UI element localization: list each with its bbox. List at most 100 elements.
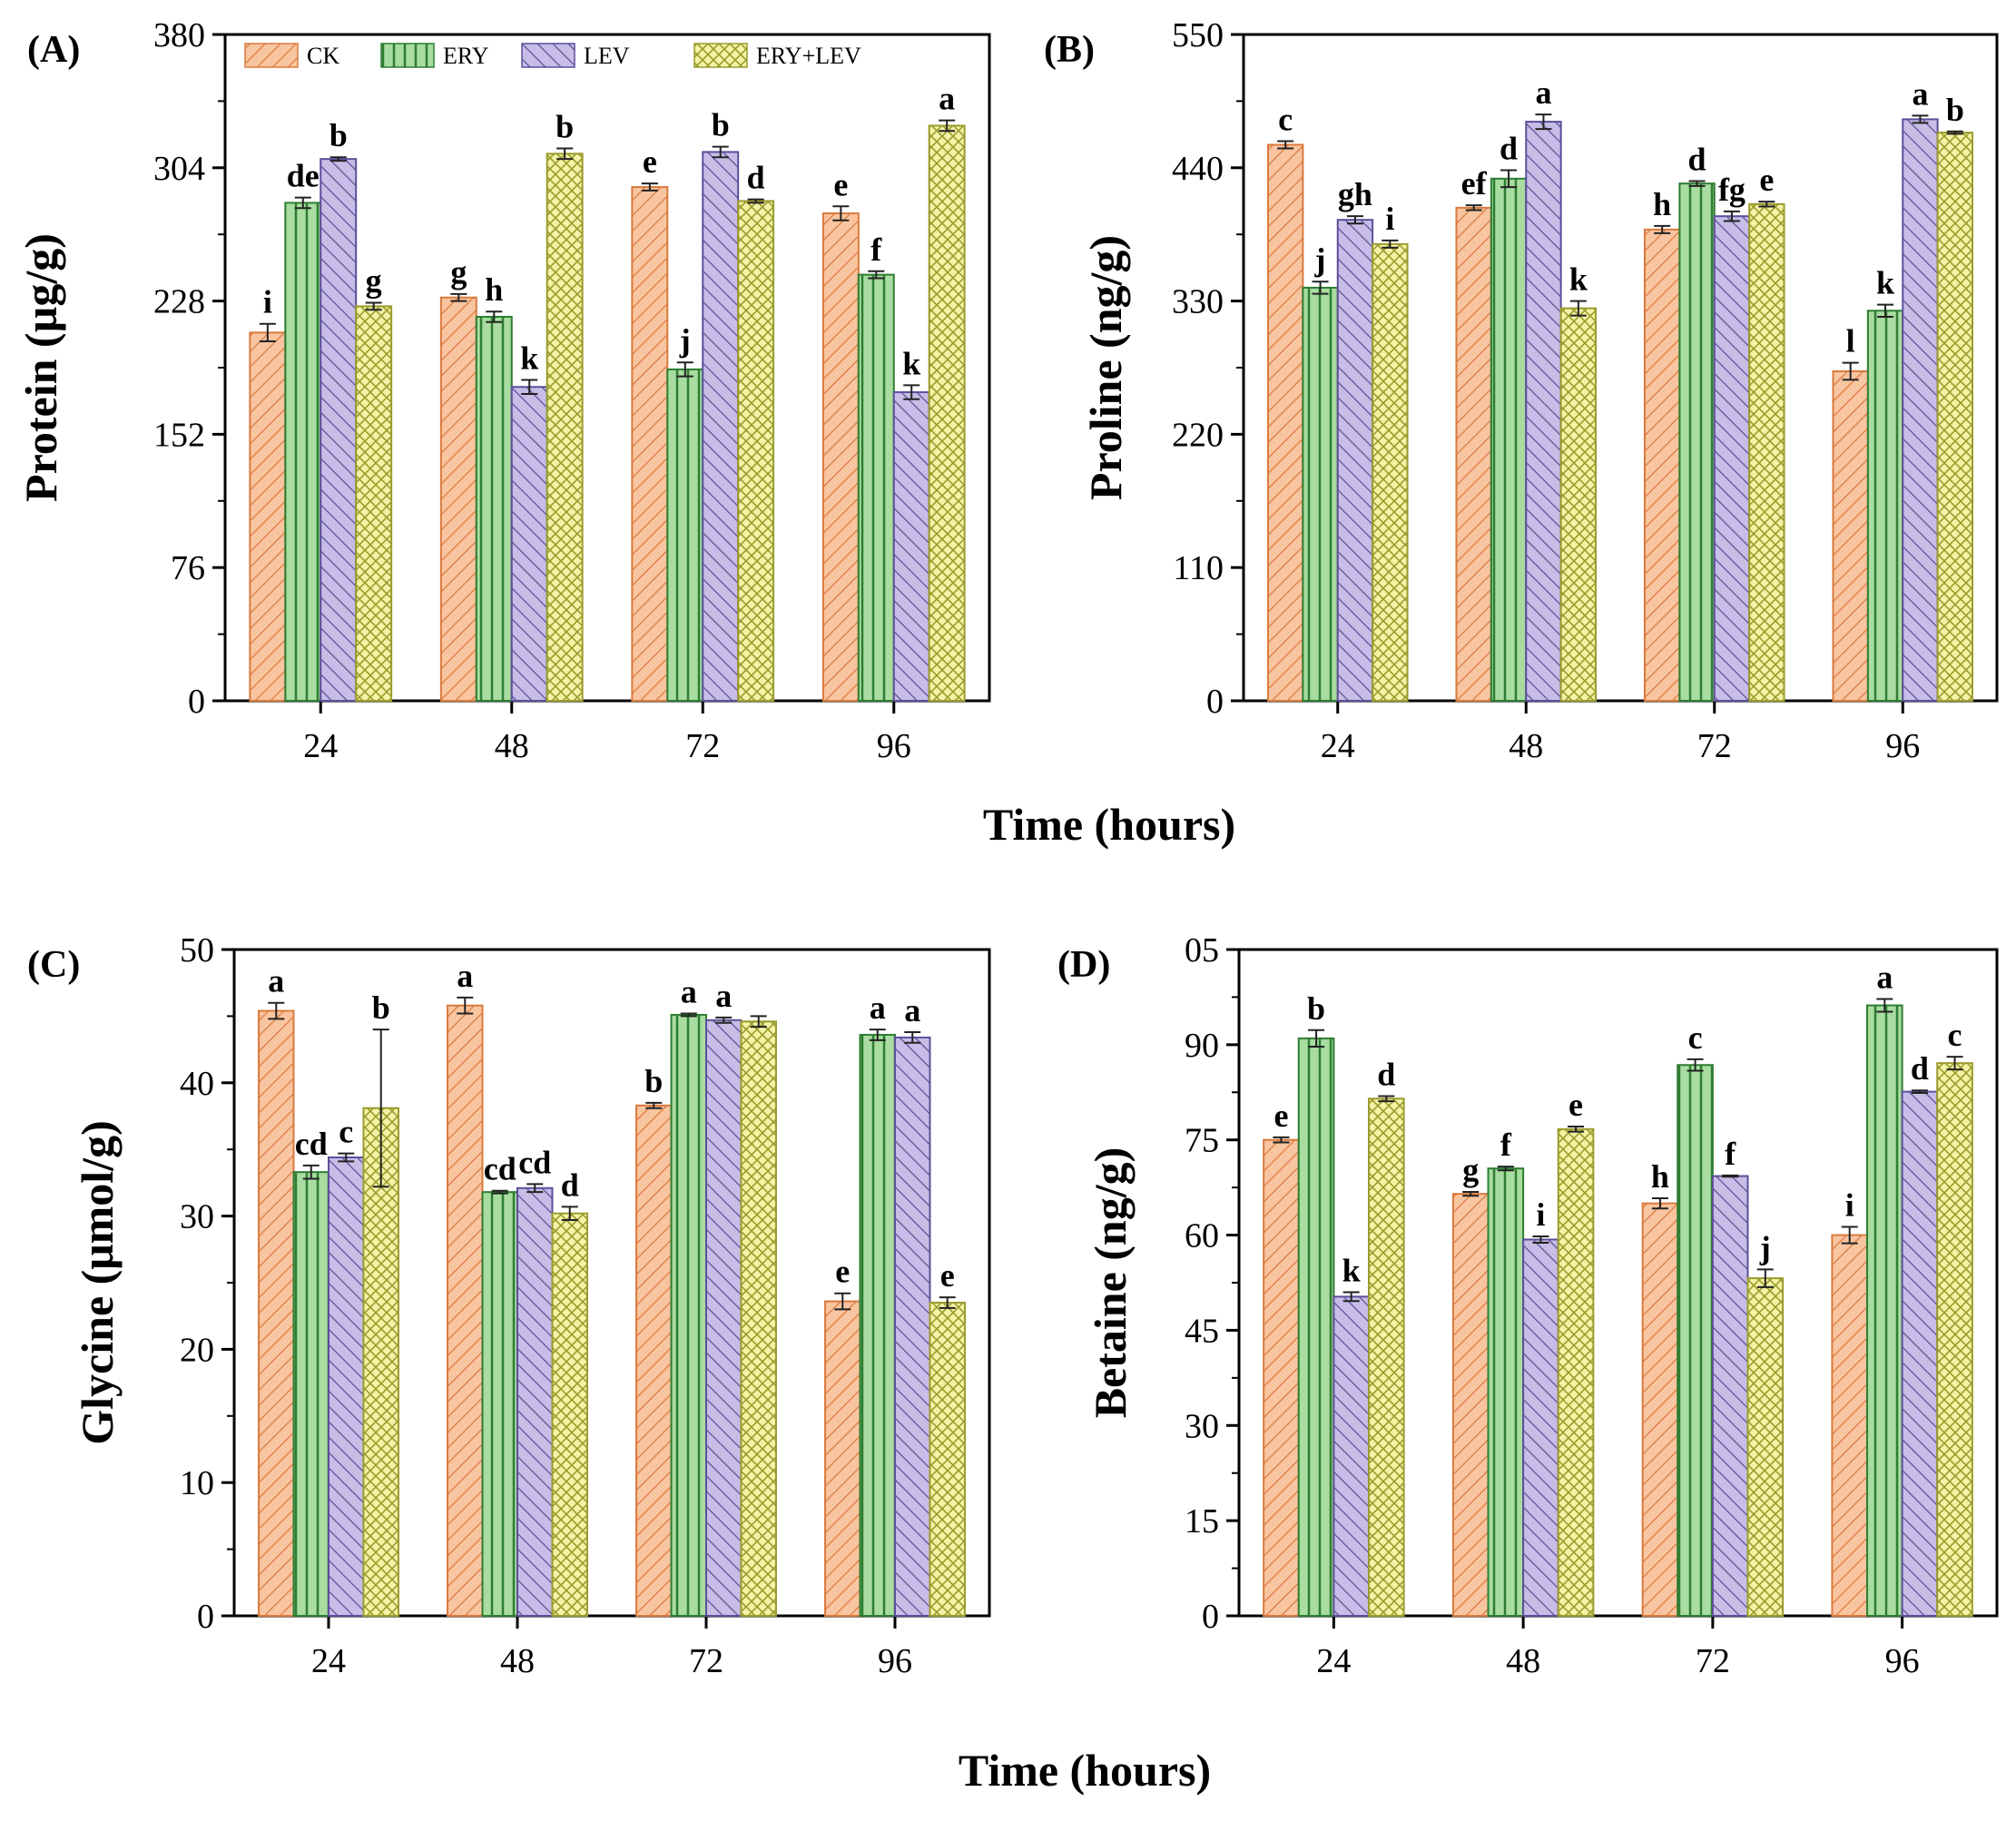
y-tick-label: 0	[188, 683, 205, 721]
legend-swatch-ery	[380, 43, 435, 68]
bar-ck-48h	[439, 296, 477, 702]
bar-lev-96h	[1902, 118, 1939, 703]
y-tick-label: 50	[180, 931, 214, 970]
x-tick-label: 24	[1321, 727, 1355, 765]
data-label: k	[520, 340, 538, 377]
bar-ery-lev-96h	[929, 1302, 966, 1618]
bar-ery-24h	[292, 1171, 329, 1617]
data-label: de	[287, 158, 320, 194]
y-tick-label: 0	[197, 1598, 214, 1636]
x-tick-label: 96	[1885, 1642, 1920, 1680]
bar-ery-24h	[1302, 286, 1339, 702]
bar-lev-24h	[1333, 1295, 1370, 1617]
data-label: c	[1688, 1019, 1703, 1056]
bar-ery-lev-24h	[1367, 1098, 1405, 1618]
x-tick-label: 96	[1885, 727, 1920, 765]
bar-ery-24h	[1297, 1037, 1335, 1618]
x-tick-label: 72	[1697, 727, 1732, 765]
data-label: a	[268, 963, 284, 999]
data-label: b	[1307, 990, 1325, 1027]
data-label: gh	[1338, 176, 1372, 212]
data-label: b	[712, 107, 730, 143]
data-label: a	[904, 992, 920, 1029]
panel-label: (D)	[1057, 944, 1110, 986]
y-tick-label: 0	[1206, 683, 1224, 721]
data-label: cd	[518, 1144, 551, 1180]
bar-lev-24h	[1336, 219, 1374, 703]
x-tick-label: 24	[1316, 1642, 1351, 1680]
bar-ery-48h	[475, 315, 513, 702]
data-label: d	[1911, 1050, 1929, 1087]
y-tick-label: 20	[180, 1331, 214, 1369]
legend-label-ck: CK	[307, 43, 339, 69]
data-label: a	[1912, 75, 1928, 112]
bar-ck-48h	[447, 1004, 484, 1617]
panel-label: (A)	[27, 29, 80, 71]
x-tick-label: 72	[685, 727, 720, 765]
data-label: b	[329, 117, 348, 153]
bar-ery-lev-96h	[1936, 132, 1974, 702]
y-tick-label: 110	[1173, 549, 1224, 587]
x-tick-label: 24	[311, 1642, 346, 1680]
bar-lev-96h	[1901, 1090, 1939, 1617]
data-label: cd	[295, 1126, 328, 1162]
data-label: b	[644, 1063, 663, 1099]
y-tick-label: 30	[1185, 1407, 1219, 1445]
bar-ery-lev-96h	[928, 124, 966, 703]
data-label: i	[263, 284, 272, 320]
data-label: j	[679, 322, 691, 359]
data-label: d	[1688, 141, 1706, 177]
bar-ck-24h	[258, 1009, 295, 1617]
bar-lev-72h	[702, 151, 740, 703]
panel-d-betaine: 0 15 30 45 60 75 90 05 Betaine (ng/g) (D) 24 e b k d 48…	[1057, 931, 1999, 1680]
data-label: i	[1536, 1196, 1545, 1233]
data-label: a	[870, 989, 886, 1026]
data-label: d	[561, 1166, 579, 1203]
bar-ck-96h	[1831, 1234, 1869, 1617]
bar-ck-24h	[1266, 143, 1304, 702]
y-tick-label: 10	[180, 1464, 214, 1502]
data-label: c	[339, 1114, 353, 1150]
x-tick-label: 48	[500, 1642, 535, 1680]
bar-ery-lev-24h	[355, 305, 393, 702]
y-tick-label: 60	[1185, 1217, 1219, 1255]
bar-lev-72h	[705, 1019, 742, 1617]
bar-ck-96h	[1832, 370, 1869, 702]
bar-lev-48h	[510, 386, 548, 702]
legend-swatch-ck	[244, 43, 299, 68]
y-tick-label: 30	[180, 1198, 214, 1236]
bar-ery-72h	[1678, 182, 1716, 702]
y-tick-label: 330	[1172, 283, 1224, 321]
panel-label: (C)	[27, 944, 80, 986]
bar-ck-96h	[821, 212, 860, 702]
data-label: e	[940, 1257, 955, 1294]
x-tick-label: 96	[878, 1642, 912, 1680]
legend-label-lev: LEV	[584, 43, 630, 69]
legend-swatch-ery-lev	[693, 43, 748, 68]
x-tick-label: 48	[495, 727, 529, 765]
data-label: h	[1651, 1158, 1669, 1195]
x-tick-label: 48	[1509, 727, 1543, 765]
legend-swatch-lev	[521, 43, 575, 68]
bar-lev-72h	[1711, 1175, 1749, 1618]
y-tick-label: 152	[153, 416, 205, 454]
bar-ery-lev-48h	[546, 153, 584, 703]
panel-label: (B)	[1044, 29, 1095, 71]
data-label: a	[1535, 74, 1551, 111]
y-tick-label: 228	[153, 283, 205, 321]
data-label: f	[1725, 1136, 1736, 1172]
data-label: a	[681, 973, 697, 1009]
data-label: i	[1385, 201, 1394, 237]
y-tick-label: 75	[1185, 1122, 1219, 1160]
data-label: e	[643, 143, 657, 180]
data-label: k	[1876, 265, 1894, 301]
panel-b-proline: 0 110 220 330 440 550 Proline (ng/g) (B) 24 c jghi…	[1044, 16, 1999, 765]
data-label: c	[1278, 101, 1293, 137]
data-label: k	[1569, 261, 1588, 298]
bar-lev-48h	[516, 1186, 554, 1617]
bar-ery-lev-72h	[1746, 1277, 1785, 1618]
bar-ery-24h	[284, 202, 322, 702]
y-tick-label: 304	[153, 150, 205, 188]
bar-lev-72h	[1713, 215, 1751, 702]
